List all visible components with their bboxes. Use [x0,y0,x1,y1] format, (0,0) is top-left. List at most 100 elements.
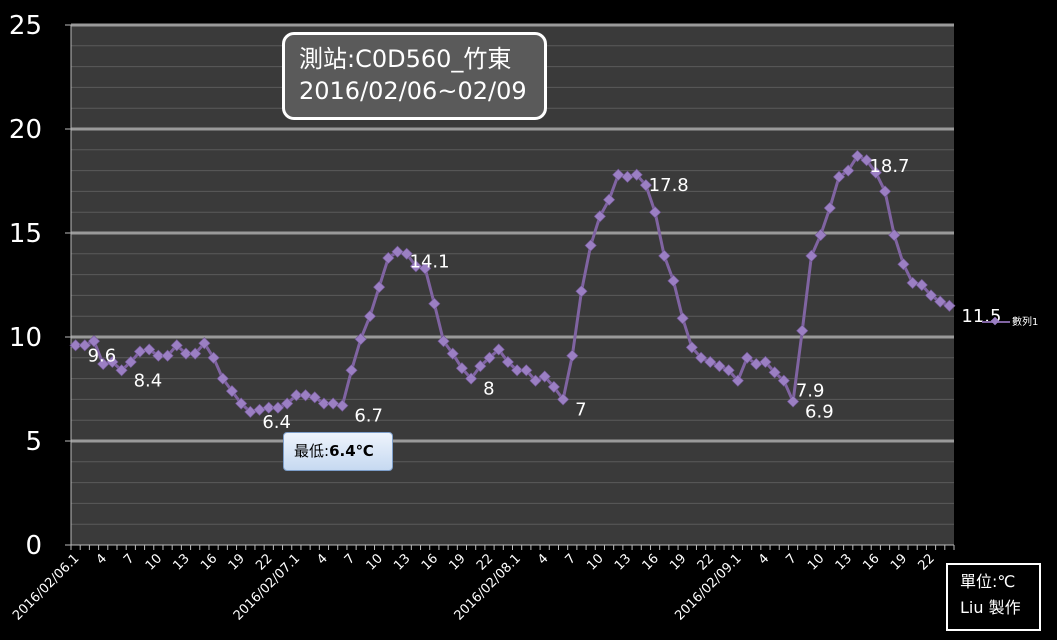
data-point [658,249,671,262]
data-point [851,149,864,163]
data-point [722,364,735,377]
data-point [584,239,597,252]
x-tick-label: 13 [391,551,413,573]
data-point [888,228,901,242]
data-point [400,247,413,260]
data-point [906,276,919,290]
x-tick-label: 4 [314,551,330,567]
data-point [465,372,478,385]
data-point [805,249,818,262]
data-point [262,401,275,414]
data-point [308,391,321,404]
x-tick-label: 19 [667,551,689,573]
data-point [777,374,790,387]
data-point [474,360,487,373]
data-label: 7.9 [796,381,825,402]
x-tick-label: 13 [612,551,634,573]
x-tick-label: 13 [833,551,855,573]
data-point [704,355,717,369]
data-point [602,193,616,206]
data-point [152,349,165,362]
data-point [179,347,193,360]
x-tick-label: 10 [143,551,165,573]
data-point [575,285,588,298]
y-tick-label: 15 [9,219,42,249]
data-point [483,351,496,364]
data-point [345,364,358,377]
x-tick-label: 7 [121,551,137,567]
data-point [78,339,91,352]
data-point [593,210,606,223]
data-point [860,154,873,167]
data-point [501,355,514,369]
data-point [612,168,625,181]
x-tick-label: 2016/02/06.1 [10,551,82,623]
series-layer [69,149,956,418]
y-tick-label: 5 [25,427,42,457]
min-temp-box: 最低:6.4℃ [283,432,393,471]
data-point [363,310,377,323]
data-point [170,339,183,352]
data-point [814,228,827,242]
unit-label: 單位:℃ [960,572,1016,591]
data-point [69,339,82,352]
x-tick-label: 10 [364,551,386,573]
min-temp-prefix: 最低: [294,442,330,460]
data-point [648,206,662,219]
data-point [327,397,340,410]
x-tick-label: 10 [584,551,606,573]
data-label: 8.4 [134,370,163,391]
data-point [630,168,643,181]
data-point [419,262,432,275]
data-label: 6.9 [805,401,834,422]
data-point [133,345,147,358]
data-point [189,347,202,360]
data-point [869,166,882,179]
data-point [621,170,634,183]
data-point [455,362,468,375]
data-point [915,278,928,292]
data-point [106,355,119,369]
x-tick-label: 7 [342,551,358,567]
x-tick-label: 16 [419,551,441,573]
data-point [759,355,772,369]
data-point [87,335,101,348]
data-point [924,289,938,302]
data-point [143,343,156,356]
data-point [492,343,505,356]
x-tick-label: 16 [860,551,882,573]
data-point [667,274,680,287]
data-point [529,374,542,387]
data-point [694,351,708,364]
data-point [216,372,229,385]
data-label: 6.4 [262,412,291,433]
data-point [428,297,441,310]
data-point [409,260,423,273]
legend: 數列1 [982,313,1038,328]
data-point [685,341,698,354]
data-point [373,280,386,294]
data-point [832,170,846,183]
data-point [437,335,450,348]
x-tick-label: 4 [94,551,110,567]
data-point [740,351,754,364]
x-tick-label: 4 [535,551,551,567]
data-point [235,397,248,410]
station-name: 測站:C0D560_竹東 [299,45,512,73]
data-point [768,366,781,379]
x-tick-label: 7 [783,551,799,567]
data-point [97,357,110,371]
data-point [566,349,579,362]
unit-box: 單位:℃ Liu 製作 [946,563,1041,631]
data-point [796,324,809,337]
data-point [317,397,331,410]
y-tick-label: 0 [25,531,42,561]
min-temp-value: 6.4℃ [329,442,374,460]
x-tick-label: 4 [756,551,772,567]
data-point [446,347,459,360]
data-point [290,389,303,402]
data-point [557,393,570,406]
data-point [786,395,800,408]
x-tick-label: 22 [916,551,938,573]
